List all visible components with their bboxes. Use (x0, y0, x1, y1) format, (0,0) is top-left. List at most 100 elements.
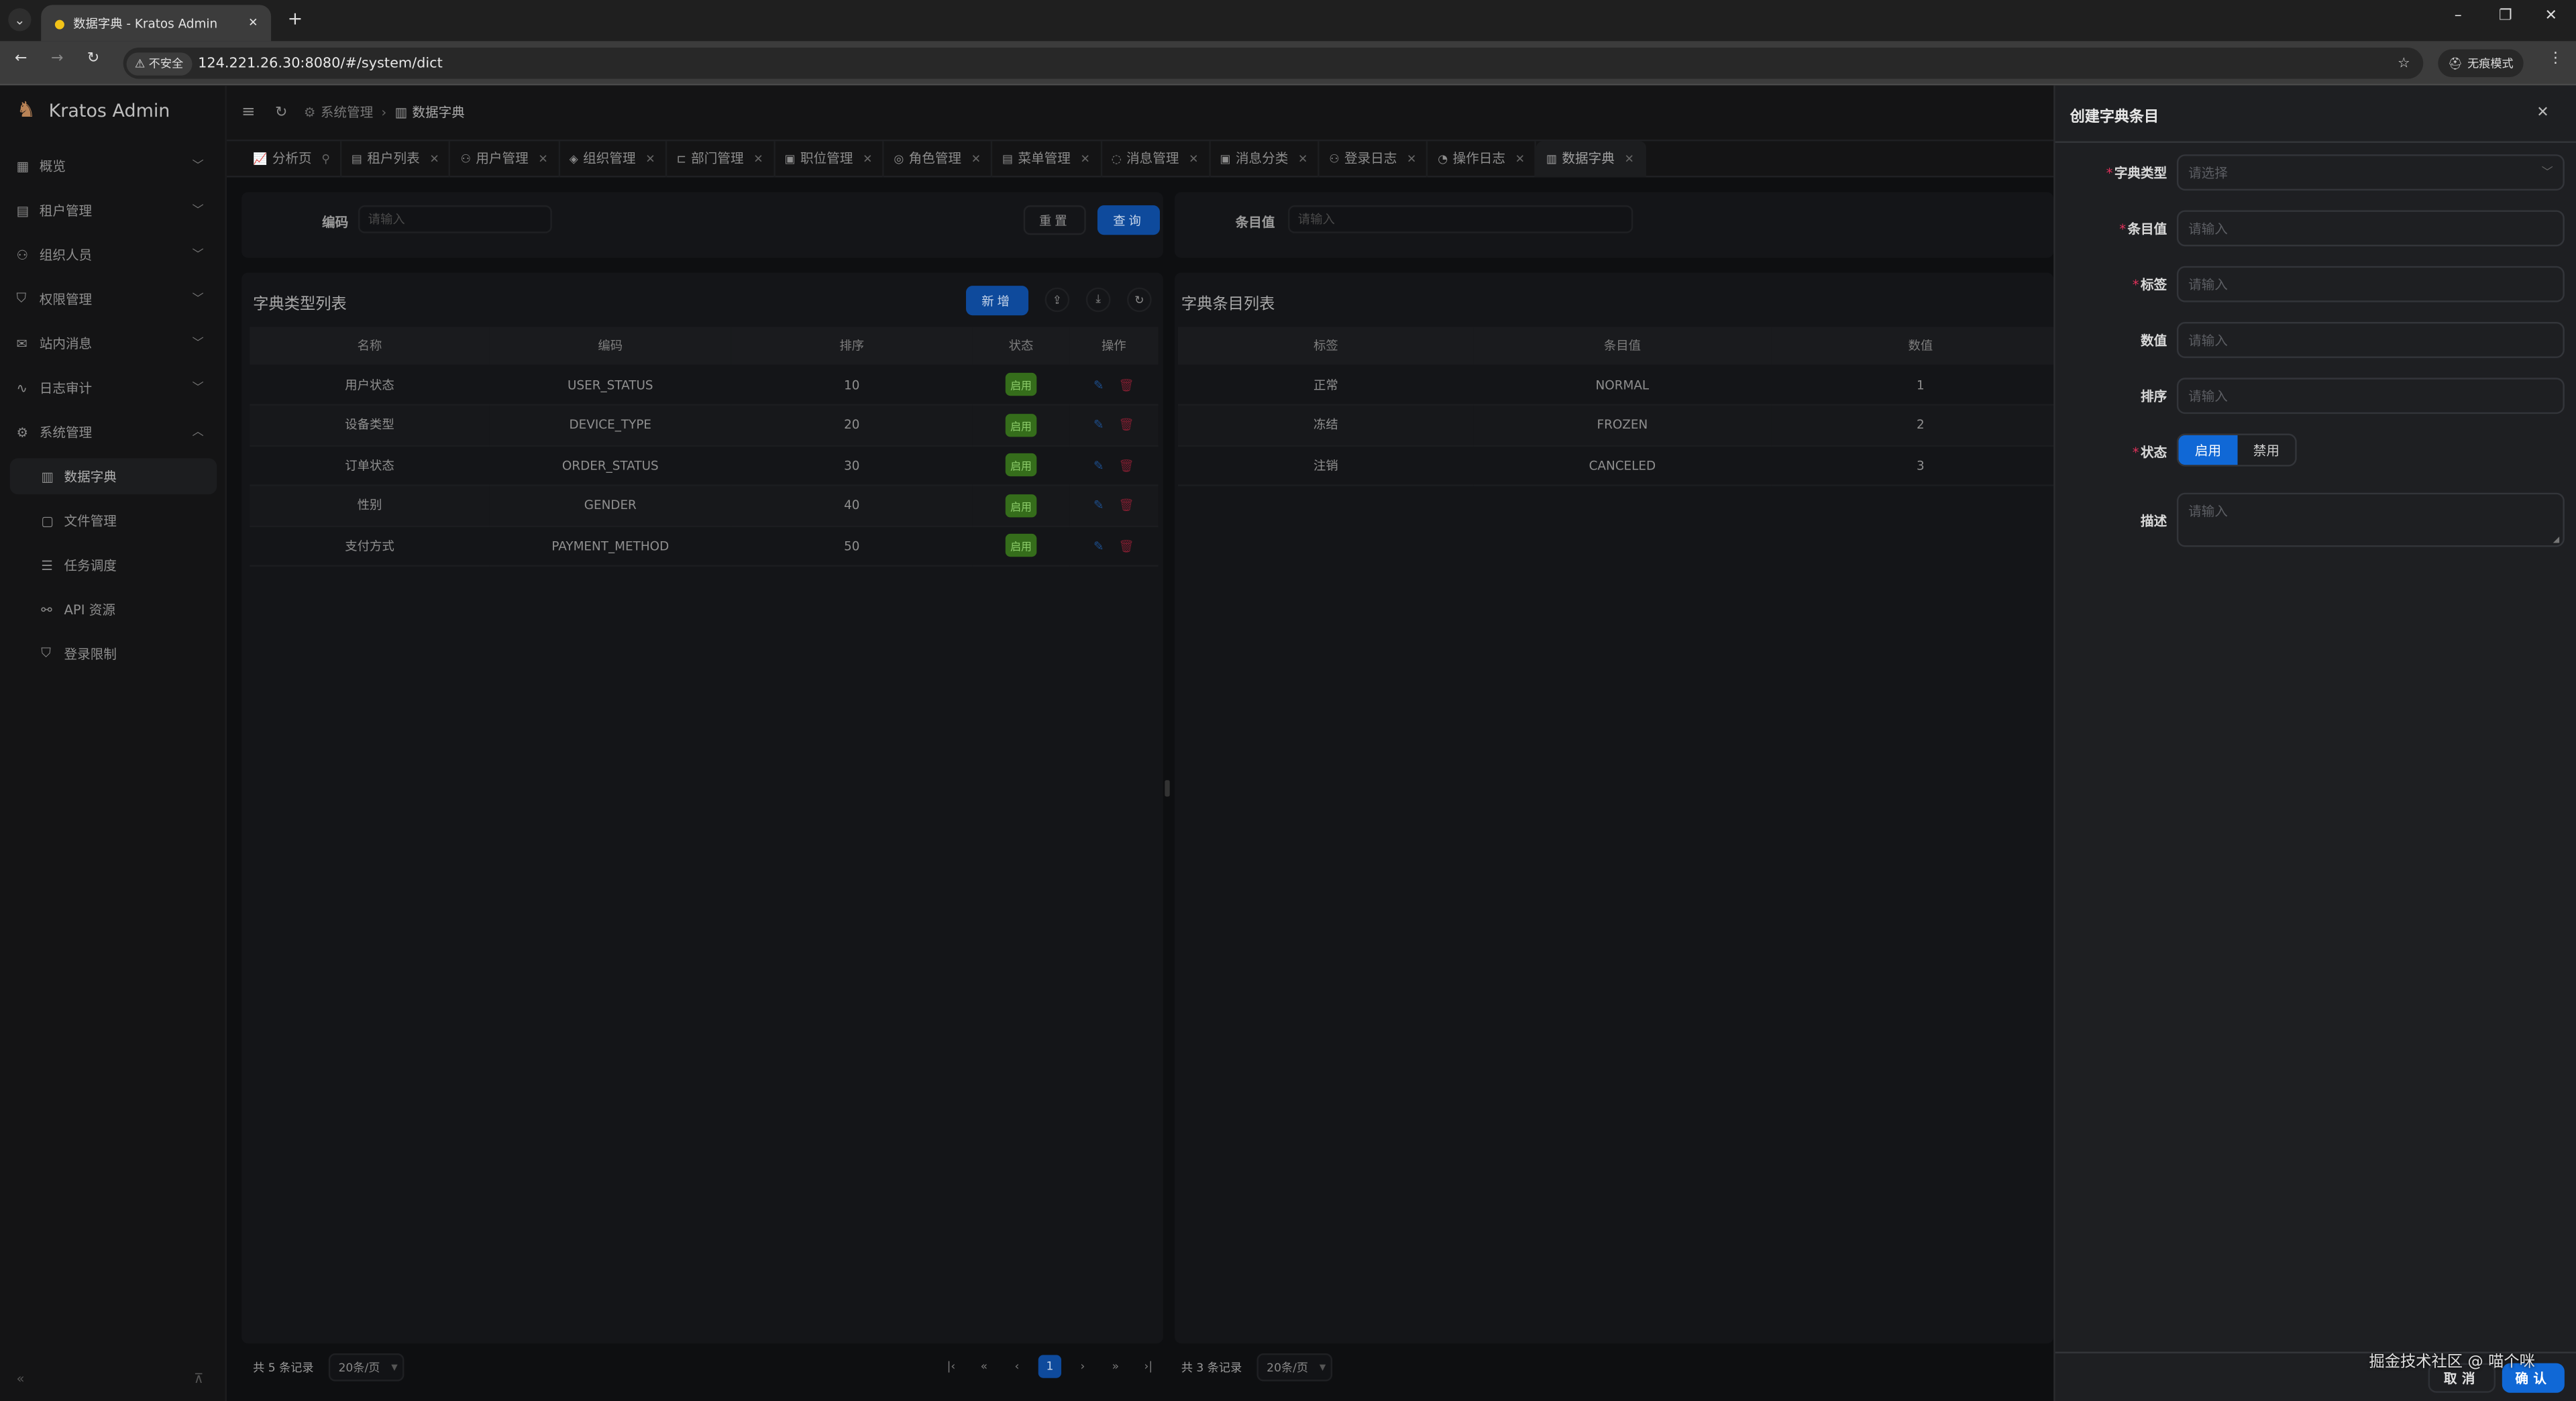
tab-list-button[interactable]: ⌄ (8, 8, 32, 32)
minimize-button[interactable]: – (2454, 8, 2462, 25)
close-tab-icon[interactable]: ✕ (971, 152, 981, 166)
reset-button[interactable]: 重置 (1023, 205, 1086, 235)
breadcrumb-item[interactable]: 系统管理 (320, 105, 374, 120)
field-input[interactable]: 请输入 (2176, 378, 2565, 414)
table-row[interactable]: 性别 GENDER 40 启用 ✎ 🗑 (250, 485, 1159, 526)
add-type-button[interactable]: 新增 (966, 286, 1029, 316)
field-input[interactable]: 请输入 (2176, 210, 2565, 247)
page-tab[interactable]: ▣ 职位管理 ✕ (775, 140, 884, 177)
sidebar-subitem[interactable]: ☰ 任务调度 (10, 547, 217, 583)
insecure-badge[interactable]: ⚠ 不安全 (126, 52, 192, 75)
pin-sidebar-icon[interactable]: ⊼ (193, 1371, 204, 1386)
edit-icon[interactable]: ✎ (1093, 457, 1104, 473)
prev-page-button[interactable]: ‹ (1014, 1359, 1020, 1374)
page-tab[interactable]: ▣ 消息分类 ✕ (1210, 140, 1320, 177)
entry-page-size-select[interactable]: 20条/页 ▼ (1256, 1353, 1333, 1382)
confirm-button[interactable]: 确认 (2502, 1363, 2565, 1393)
sidebar-item[interactable]: ▤ 租户管理 ﹀ (10, 192, 217, 229)
dict-type-select[interactable]: 请选择 ﹀ (2176, 154, 2565, 191)
code-search-input[interactable]: 请输入 (358, 205, 552, 233)
page-tab[interactable]: ◌ 消息管理 ✕ (1102, 140, 1210, 177)
sidebar-item[interactable]: ∿ 日志审计 ﹀ (10, 370, 217, 406)
sidebar-item[interactable]: ⚇ 组织人员 ﹀ (10, 237, 217, 273)
page-tab[interactable]: ⊏ 部门管理 ✕ (667, 140, 775, 177)
close-tab-icon[interactable]: ✕ (429, 152, 439, 166)
sidebar-item[interactable]: ⚙ 系统管理 ︿ (10, 414, 217, 450)
field-input[interactable]: 请输入 (2176, 322, 2565, 358)
table-row[interactable]: 用户状态 USER_STATUS 10 启用 ✎ 🗑 (250, 364, 1159, 406)
edit-icon[interactable]: ✎ (1093, 538, 1104, 553)
close-tab-icon[interactable]: ✕ (645, 152, 655, 166)
sidebar-item[interactable]: ▦ 概览 ﹀ (10, 148, 217, 184)
close-tab-icon[interactable]: ✕ (1080, 152, 1090, 166)
last-page-button[interactable]: ›| (1144, 1359, 1153, 1374)
table-row[interactable]: 设备类型 DEVICE_TYPE 20 启用 ✎ 🗑 (250, 404, 1159, 446)
description-textarea[interactable]: 请输入 (2176, 492, 2565, 547)
close-tab-icon[interactable]: ✕ (863, 152, 873, 166)
delete-icon[interactable]: 🗑 (1118, 538, 1134, 553)
table-row[interactable]: 支付方式 PAYMENT_METHOD 50 启用 ✎ 🗑 (250, 525, 1159, 567)
page-tab[interactable]: ▥ 数据字典 ✕ (1536, 140, 1646, 177)
refresh-page-icon[interactable]: ↻ (274, 104, 288, 121)
table-row[interactable]: 订单状态 ORDER_STATUS 30 启用 ✎ 🗑 (250, 445, 1159, 486)
address-bar[interactable]: ⚠ 不安全 124.221.26.30:8080/#/system/dict ☆ (123, 48, 2424, 79)
page-tab[interactable]: 📈 分析页 ⚲ (243, 140, 342, 177)
restore-button[interactable]: ❐ (2498, 8, 2512, 25)
delete-icon[interactable]: 🗑 (1118, 457, 1134, 473)
page-tab[interactable]: ◔ 操作日志 ✕ (1428, 140, 1537, 177)
close-tab-icon[interactable]: ✕ (1189, 152, 1199, 166)
delete-icon[interactable]: 🗑 (1118, 377, 1134, 392)
table-row[interactable]: 冻结 FROZEN 2 (1177, 404, 2054, 446)
page-1-button[interactable]: 1 (1038, 1355, 1062, 1378)
query-button[interactable]: 查询 (1097, 205, 1160, 235)
status-option-disabled[interactable]: 禁用 (2253, 443, 2279, 458)
edit-icon[interactable]: ✎ (1093, 417, 1104, 433)
sidebar-subitem[interactable]: ⚯ API 资源 (10, 592, 217, 628)
page-tab[interactable]: ▤ 菜单管理 ✕ (992, 140, 1102, 177)
next-page-button[interactable]: › (1080, 1359, 1085, 1374)
delete-icon[interactable]: 🗑 (1118, 498, 1134, 513)
back-button[interactable]: ← (15, 50, 28, 68)
new-tab-button[interactable]: + (287, 8, 303, 30)
cancel-button[interactable]: 取消 (2428, 1363, 2496, 1393)
close-tab-icon[interactable]: ✕ (1298, 152, 1308, 166)
reload-button[interactable]: ↻ (87, 50, 100, 68)
incognito-badge[interactable]: ⛑ 无痕模式 (2438, 49, 2524, 78)
page-tab[interactable]: ⚇ 登录日志 ✕ (1320, 140, 1428, 177)
close-window-button[interactable]: ✕ (2544, 8, 2557, 25)
entry-value-search-input[interactable]: 请输入 (1288, 205, 1633, 233)
sidebar-subitem[interactable]: ⛉ 登录限制 (10, 636, 217, 672)
delete-icon[interactable]: 🗑 (1118, 417, 1134, 433)
close-icon[interactable]: ✕ (2536, 105, 2549, 122)
sidebar-subitem[interactable]: ▢ 文件管理 (10, 502, 217, 539)
collapse-sidebar-icon[interactable]: « (16, 1371, 25, 1386)
close-tab-icon[interactable]: ✕ (538, 152, 548, 166)
sidebar-subitem[interactable]: ▥ 数据字典 (9, 458, 217, 495)
sidebar-item[interactable]: ⛉ 权限管理 ﹀ (10, 281, 217, 317)
browser-tab-active[interactable]: ● 数据字典 - Kratos Admin ✕ (41, 5, 272, 42)
export-icon[interactable]: ⇪ (1044, 287, 1070, 313)
page-tab[interactable]: ◈ 组织管理 ✕ (559, 140, 667, 177)
bookmark-star-icon[interactable]: ☆ (2398, 55, 2410, 72)
close-tab-icon[interactable]: ✕ (1407, 152, 1417, 166)
edit-icon[interactable]: ✎ (1093, 377, 1104, 392)
resize-grip-icon[interactable]: ◢ (2553, 535, 2560, 546)
close-tab-icon[interactable]: ✕ (753, 152, 763, 166)
split-resize-handle[interactable] (1165, 780, 1170, 797)
close-tab-icon[interactable]: ✕ (1515, 152, 1525, 166)
close-tab-icon[interactable]: ✕ (1624, 152, 1634, 166)
page-tab[interactable]: ⚇ 用户管理 ✕ (451, 140, 559, 177)
first-page-button[interactable]: |‹ (947, 1359, 956, 1374)
page-tab[interactable]: ◎ 角色管理 ✕ (884, 140, 993, 177)
status-option-enabled[interactable]: 启用 (2178, 435, 2238, 465)
field-input[interactable]: 请输入 (2176, 266, 2565, 302)
refresh-list-icon[interactable]: ↻ (1127, 287, 1152, 313)
next-group-button[interactable]: » (1112, 1359, 1120, 1374)
table-row[interactable]: 注销 CANCELED 3 (1177, 445, 2054, 486)
close-tab-icon[interactable]: ✕ (248, 16, 258, 30)
forward-button[interactable]: → (50, 50, 64, 68)
table-row[interactable]: 正常 NORMAL 1 (1177, 364, 2054, 406)
url-text[interactable]: 124.221.26.30:8080/#/system/dict (198, 55, 443, 72)
browser-menu-button[interactable]: ⋮ (2548, 50, 2563, 68)
page-tab[interactable]: ▤ 租户列表 ✕ (341, 140, 451, 177)
